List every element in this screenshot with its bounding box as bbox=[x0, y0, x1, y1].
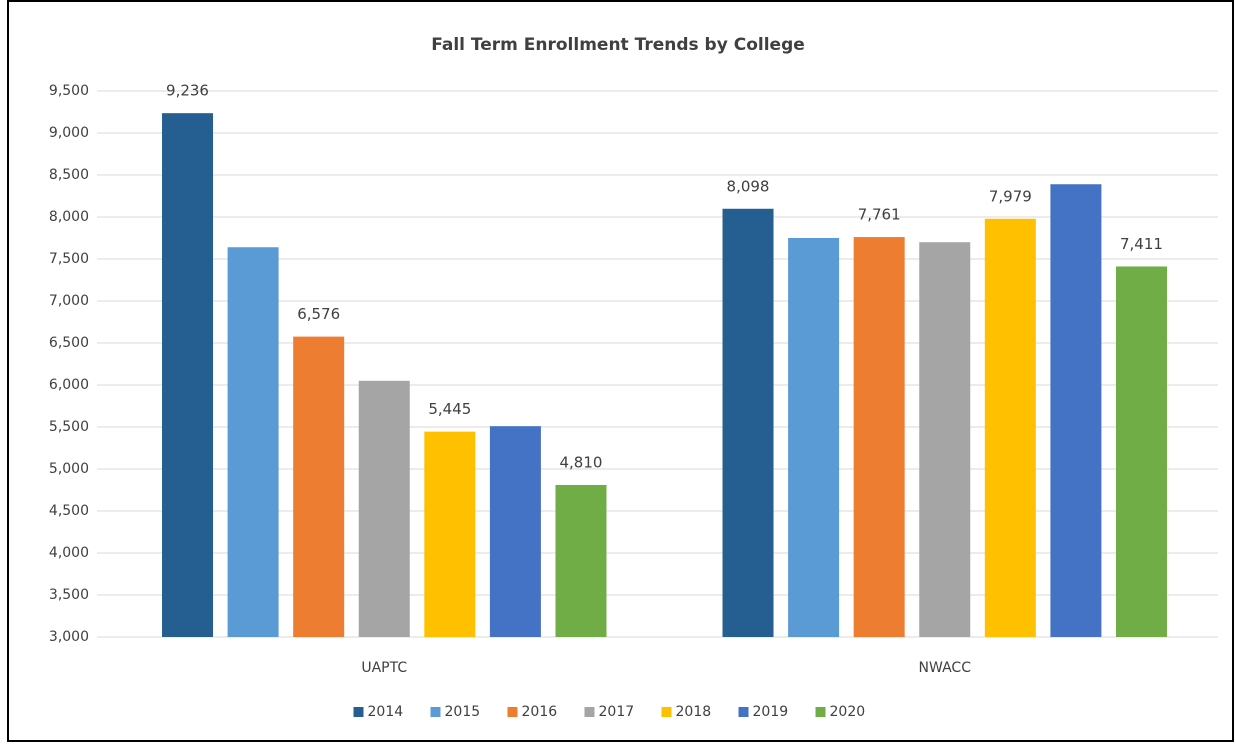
legend-label: 2020 bbox=[830, 704, 866, 720]
legend-label: 2015 bbox=[445, 704, 481, 720]
data-label: 7,979 bbox=[989, 187, 1032, 205]
y-tick-label: 3,500 bbox=[49, 587, 89, 603]
legend-swatch bbox=[584, 707, 595, 717]
legend-swatch bbox=[815, 707, 826, 717]
legend-swatch bbox=[430, 707, 441, 717]
legend-swatch bbox=[353, 707, 364, 717]
y-tick-label: 7,000 bbox=[49, 293, 89, 309]
y-tick-label: 8,000 bbox=[49, 209, 89, 225]
bar bbox=[722, 208, 774, 637]
y-tick-label: 4,000 bbox=[49, 545, 89, 561]
bar bbox=[293, 336, 345, 637]
x-tick-label: UAPTC bbox=[361, 660, 407, 676]
bar bbox=[555, 484, 607, 637]
bar bbox=[424, 431, 476, 637]
y-tick-label: 8,500 bbox=[49, 167, 89, 183]
legend-label: 2017 bbox=[599, 704, 635, 720]
y-tick-label: 5,000 bbox=[49, 461, 89, 477]
legend-swatch bbox=[738, 707, 749, 717]
bar bbox=[919, 242, 971, 637]
legend-swatch bbox=[507, 707, 518, 717]
data-label: 7,761 bbox=[858, 206, 901, 224]
bar bbox=[984, 218, 1036, 637]
legend-label: 2014 bbox=[368, 704, 404, 720]
y-tick-label: 6,000 bbox=[49, 377, 89, 393]
bar bbox=[489, 426, 541, 637]
y-tick-label: 9,500 bbox=[49, 83, 89, 99]
data-label: 8,098 bbox=[727, 177, 770, 195]
legend-swatch bbox=[661, 707, 672, 717]
data-label: 4,810 bbox=[560, 453, 603, 471]
legend-label: 2016 bbox=[522, 704, 558, 720]
bar bbox=[1115, 266, 1167, 637]
data-label: 9,236 bbox=[166, 82, 209, 100]
y-tick-label: 3,000 bbox=[49, 629, 89, 645]
legend-label: 2018 bbox=[676, 704, 712, 720]
y-tick-label: 5,500 bbox=[49, 419, 89, 435]
data-label: 6,576 bbox=[297, 305, 340, 323]
bar bbox=[358, 380, 410, 637]
bar bbox=[227, 247, 279, 638]
y-tick-label: 9,000 bbox=[49, 125, 89, 141]
bar bbox=[788, 238, 840, 637]
y-tick-label: 6,500 bbox=[49, 335, 89, 351]
x-tick-label: NWACC bbox=[919, 660, 972, 676]
legend-label: 2019 bbox=[753, 704, 789, 720]
bar bbox=[1050, 184, 1102, 638]
chart-title: Fall Term Enrollment Trends by College bbox=[431, 35, 805, 55]
data-label: 5,445 bbox=[428, 400, 471, 418]
y-tick-label: 4,500 bbox=[49, 503, 89, 519]
y-tick-label: 7,500 bbox=[49, 251, 89, 267]
bar bbox=[162, 113, 214, 637]
bar bbox=[853, 237, 905, 638]
data-label: 7,411 bbox=[1120, 235, 1163, 253]
